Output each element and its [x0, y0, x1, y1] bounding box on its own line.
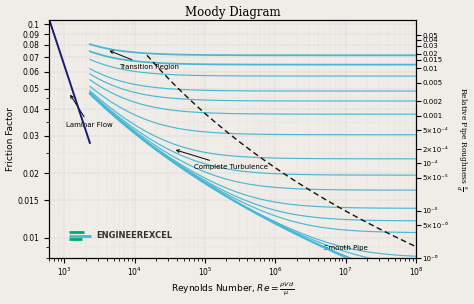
Y-axis label: Friction Factor: Friction Factor [6, 107, 15, 171]
Title: Moody Diagram: Moody Diagram [184, 5, 280, 19]
Text: Transition Region: Transition Region [110, 51, 179, 70]
Text: Smooth Pipe: Smooth Pipe [325, 245, 368, 250]
Text: ENGINEEREXCEL: ENGINEEREXCEL [97, 231, 173, 240]
Text: Laminar Flow: Laminar Flow [66, 95, 113, 128]
X-axis label: Reynolds Number, $Re = \frac{\rho V d}{\mu}$: Reynolds Number, $Re = \frac{\rho V d}{\… [171, 281, 294, 299]
Y-axis label: Relative Pipe Roughness $\frac{\varepsilon}{d}$: Relative Pipe Roughness $\frac{\varepsil… [454, 87, 468, 191]
Text: Complete Turbulence: Complete Turbulence [177, 150, 268, 170]
